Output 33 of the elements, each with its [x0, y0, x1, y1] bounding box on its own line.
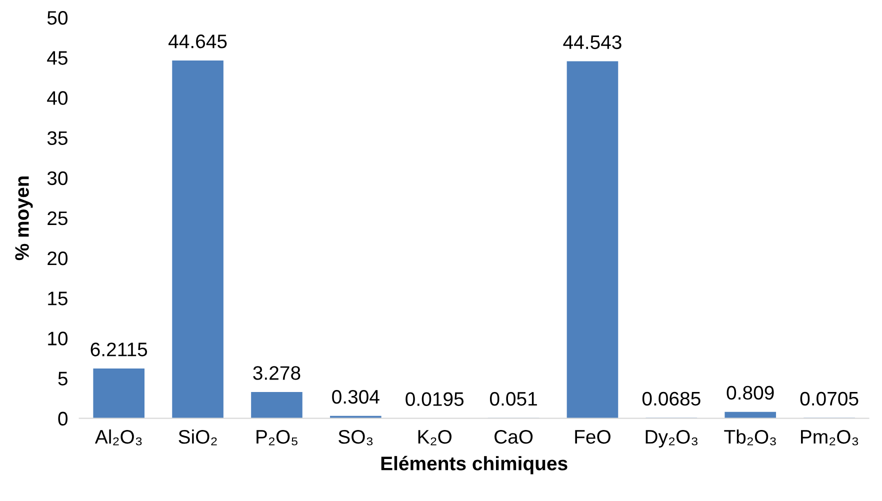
y-tick-label: 40 [47, 91, 68, 105]
x-tick-label: FeO [575, 430, 610, 444]
x-tick-label: SO₃ [338, 430, 373, 446]
x-tick-label: Al₂O₃ [94, 429, 142, 446]
x-tick-label: Pm₂O₃ [801, 430, 858, 446]
data-label: 3.278 [253, 366, 300, 380]
data-label: 0.304 [332, 390, 380, 404]
y-tick-label: 15 [48, 292, 68, 306]
y-tick-label: 5 [58, 372, 68, 386]
data-label: 0.0195 [406, 392, 464, 406]
y-tick-label: 45 [47, 51, 68, 65]
data-label: 0.0685 [642, 392, 700, 406]
data-label: 0.0705 [800, 392, 858, 406]
data-label: 44.645 [168, 34, 227, 48]
y-tick-label: 0 [58, 412, 68, 426]
x-tick-label: Dy₂O₃ [646, 430, 698, 448]
x-tick-label: Tb₂O₃ [724, 429, 776, 446]
data-label: 0.051 [490, 392, 537, 406]
data-label: 6.2115 [90, 342, 148, 356]
x-tick-label: CaO [494, 430, 533, 444]
y-tick-label: 35 [47, 131, 68, 146]
y-tick-label: 30 [47, 171, 68, 186]
data-label: 44.543 [563, 35, 622, 50]
x-axis-title: Eléments chimiques [381, 456, 568, 474]
y-tick-label: 20 [48, 251, 68, 266]
y-tick-label: 10 [48, 332, 68, 346]
y-tick-label: 50 [47, 11, 68, 25]
y-axis-title: % moyen [15, 176, 33, 260]
data-label: 0.809 [726, 386, 774, 400]
x-tick-label: P₂O₅ [256, 430, 298, 446]
x-tick-label: K₂O [418, 430, 452, 446]
x-tick-label: SiO₂ [178, 429, 217, 446]
y-tick-label: 25 [48, 211, 68, 226]
